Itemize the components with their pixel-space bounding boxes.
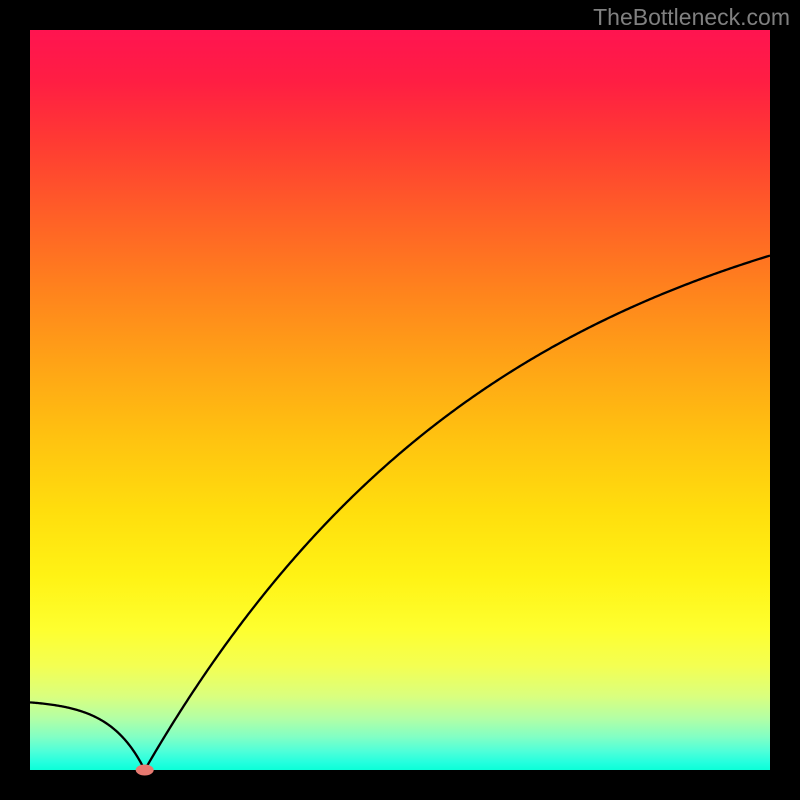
chart-svg — [0, 0, 800, 800]
chart-container: TheBottleneck.com — [0, 0, 800, 800]
plot-background — [30, 30, 770, 770]
minimum-marker — [136, 765, 154, 776]
watermark-label: TheBottleneck.com — [593, 4, 790, 31]
